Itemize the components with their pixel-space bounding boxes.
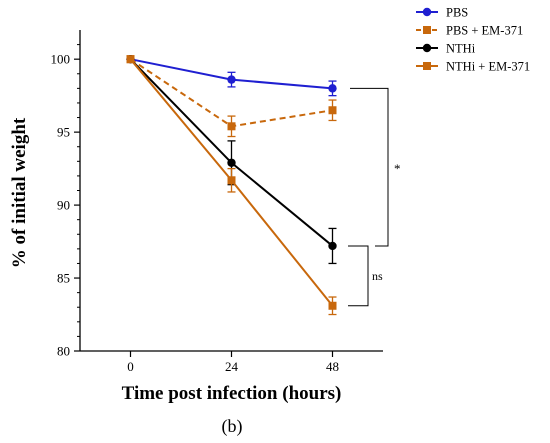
data-point bbox=[328, 84, 337, 93]
legend-item: PBS + EM-371 bbox=[416, 24, 523, 38]
y-tick-label: 90 bbox=[57, 198, 70, 213]
legend-marker bbox=[422, 7, 432, 17]
legend-label: NTHi bbox=[446, 42, 476, 56]
x-tick-label: 24 bbox=[225, 359, 239, 374]
data-point bbox=[328, 301, 337, 310]
series-nthi-em-371 bbox=[126, 55, 337, 316]
bracket-star bbox=[350, 87, 389, 247]
axes: 80 85 90 95 100 0 24 48 Time post infection (hou… bbox=[9, 30, 383, 404]
y-tick-label: 85 bbox=[57, 271, 70, 286]
legend-item: NTHi + EM-371 bbox=[416, 60, 530, 74]
significance-label: * bbox=[394, 161, 401, 176]
data-point bbox=[126, 55, 135, 64]
y-tick-label: 100 bbox=[51, 52, 71, 67]
legend-label: NTHi + EM-371 bbox=[446, 60, 530, 74]
data-point bbox=[227, 158, 236, 167]
legend-marker bbox=[422, 43, 432, 53]
legend: PBS PBS + EM-371 NTHi NTHi + EM-371 bbox=[416, 6, 530, 74]
x-tick-label: 48 bbox=[326, 359, 339, 374]
significance-label: ns bbox=[372, 269, 383, 283]
legend-item: PBS bbox=[416, 6, 468, 20]
legend-item: NTHi bbox=[416, 42, 476, 56]
data-point bbox=[227, 75, 236, 84]
significance-annotations: * ns bbox=[348, 87, 401, 307]
data-point bbox=[328, 106, 337, 115]
panel-label: (b) bbox=[222, 416, 243, 437]
series-pbs bbox=[126, 54, 337, 97]
y-tick-label: 95 bbox=[57, 125, 70, 140]
data-point bbox=[227, 122, 236, 131]
series-group bbox=[126, 54, 337, 316]
legend-label: PBS bbox=[446, 6, 468, 20]
legend-marker bbox=[423, 62, 431, 70]
series-pbs-em-371 bbox=[126, 55, 337, 138]
bracket-ns bbox=[348, 245, 369, 307]
x-tick-label: 0 bbox=[127, 359, 134, 374]
y-axis-title: % of initial weight bbox=[9, 117, 30, 268]
x-axis-title: Time post infection (hours) bbox=[122, 383, 342, 404]
legend-label: PBS + EM-371 bbox=[446, 24, 523, 38]
y-tick-label: 80 bbox=[57, 344, 70, 359]
legend-marker bbox=[423, 26, 431, 34]
data-point bbox=[328, 241, 337, 251]
data-point bbox=[227, 176, 236, 185]
